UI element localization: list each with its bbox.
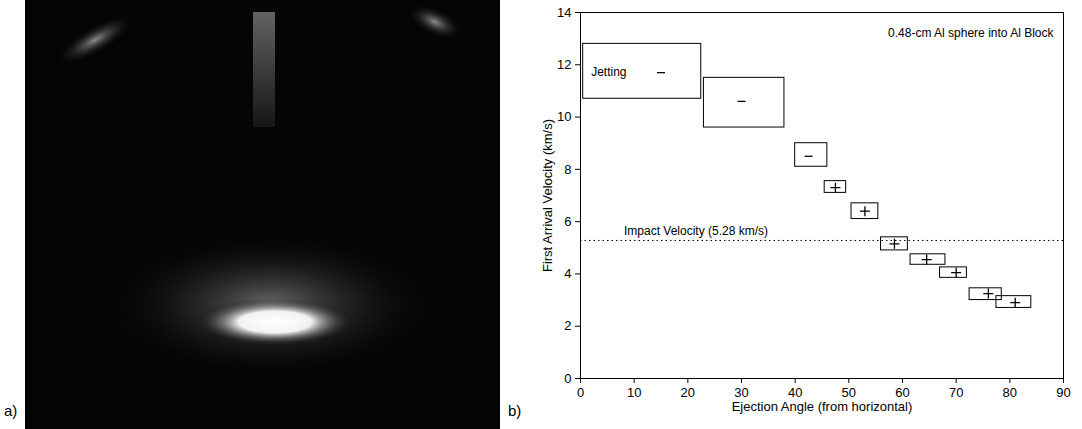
svg-text:70: 70 [949,385,963,400]
svg-text:20: 20 [681,385,695,400]
svg-text:4: 4 [564,266,571,281]
svg-text:40: 40 [788,385,802,400]
svg-text:60: 60 [895,385,909,400]
svg-text:0.48-cm Al sphere into Al Bloc: 0.48-cm Al sphere into Al Block [888,26,1054,40]
svg-text:10: 10 [557,109,571,124]
svg-text:12: 12 [557,57,571,72]
svg-text:6: 6 [564,214,571,229]
svg-text:8: 8 [564,162,571,177]
svg-text:Impact Velocity (5.28 km/s): Impact Velocity (5.28 km/s) [624,224,768,238]
svg-text:2: 2 [564,318,571,333]
svg-text:10: 10 [627,385,641,400]
svg-text:First Arrival Velocity (km/s): First Arrival Velocity (km/s) [540,119,555,272]
svg-text:50: 50 [842,385,856,400]
svg-text:80: 80 [1003,385,1017,400]
html-text:b): b) [508,402,522,419]
html-text:a): a) [4,402,18,419]
svg-text:Ejection Angle (from horizonta: Ejection Angle (from horizontal) [732,399,913,414]
svg-text:30: 30 [734,385,748,400]
svg-text:0: 0 [564,371,571,386]
svg-text:Jetting: Jetting [591,65,626,79]
svg-text:90: 90 [1056,385,1070,400]
svg-text:14: 14 [557,5,571,20]
svg-text:0: 0 [577,385,584,400]
